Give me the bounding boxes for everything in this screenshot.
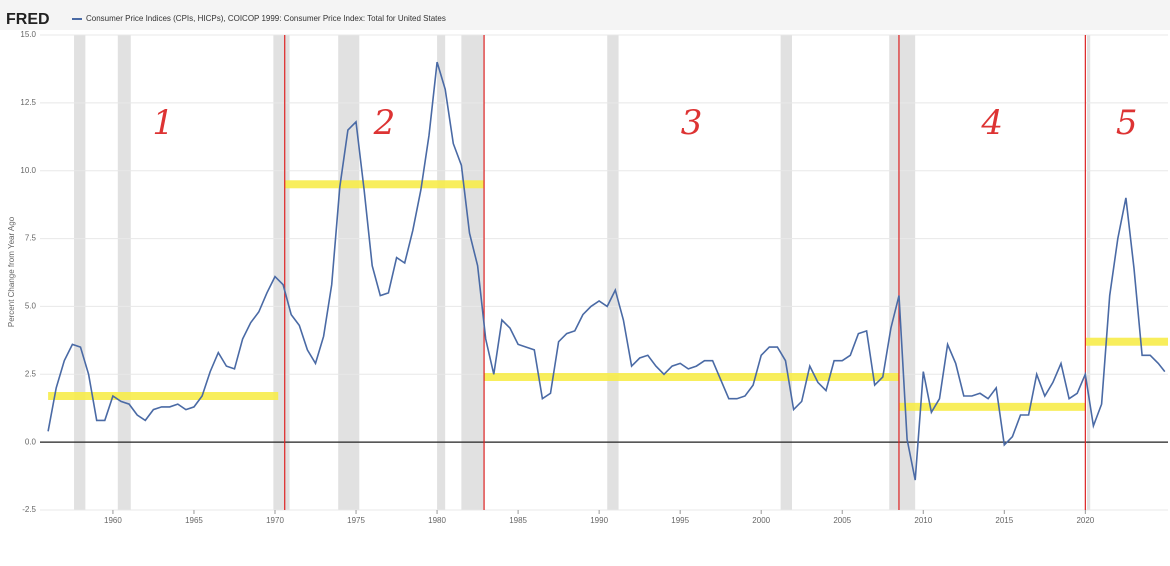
x-tick-label: 2020 [1076,516,1094,525]
brand: FRED [6,11,50,28]
x-tick-label: 1965 [185,516,203,525]
recession-band [273,35,290,510]
x-tick-label: 2000 [752,516,770,525]
recession-band [780,35,792,510]
recession-band [1086,35,1091,510]
header-bar [0,0,1170,30]
x-tick-label: 2005 [833,516,851,525]
recession-band [117,35,131,510]
y-tick-label: 2.5 [25,369,37,378]
x-tick-label: 1990 [590,516,608,525]
x-tick-label: 1980 [428,516,446,525]
recession-band [889,35,916,510]
x-tick-label: 2015 [995,516,1013,525]
recession-band [338,35,360,510]
line [47,61,1166,481]
period-label: 5 [1116,103,1138,143]
y-axis-label: Percent Change from Year Ago [7,216,16,327]
recession-band [437,35,446,510]
recession-band [607,35,619,510]
period-average-bar [898,402,1086,411]
y-tick-label: 10.0 [20,166,36,175]
period-average-bar [1085,337,1168,346]
recession-band [74,35,86,510]
plot-area [40,35,1168,510]
y-tick-label: 0.0 [25,437,37,446]
period-average-bar [48,392,279,400]
x-tick-label: 1985 [509,516,527,525]
x-tick-label: 1970 [266,516,284,525]
y-tick-label: 12.5 [20,98,36,107]
x-tick-label: 1995 [671,516,689,525]
period-label: 2 [373,103,396,143]
y-tick-label: 15.0 [20,30,36,39]
x-tick-label: 1975 [347,516,365,525]
x-tick-label: 1960 [104,516,122,525]
legend-label: Consumer Price Indices (CPIs, HICPs), CO… [86,14,446,23]
y-tick-label: 5.0 [25,302,37,311]
x-tick-label: 2010 [914,516,932,525]
recession-band [461,35,485,510]
period-label: 3 [681,103,703,143]
period-label: 1 [152,103,174,143]
y-tick-label: -2.5 [22,505,36,514]
period-average-bar [484,373,899,381]
period-average-bar [284,180,485,189]
y-tick-label: 7.5 [25,234,37,243]
period-label: 4 [980,103,1003,143]
